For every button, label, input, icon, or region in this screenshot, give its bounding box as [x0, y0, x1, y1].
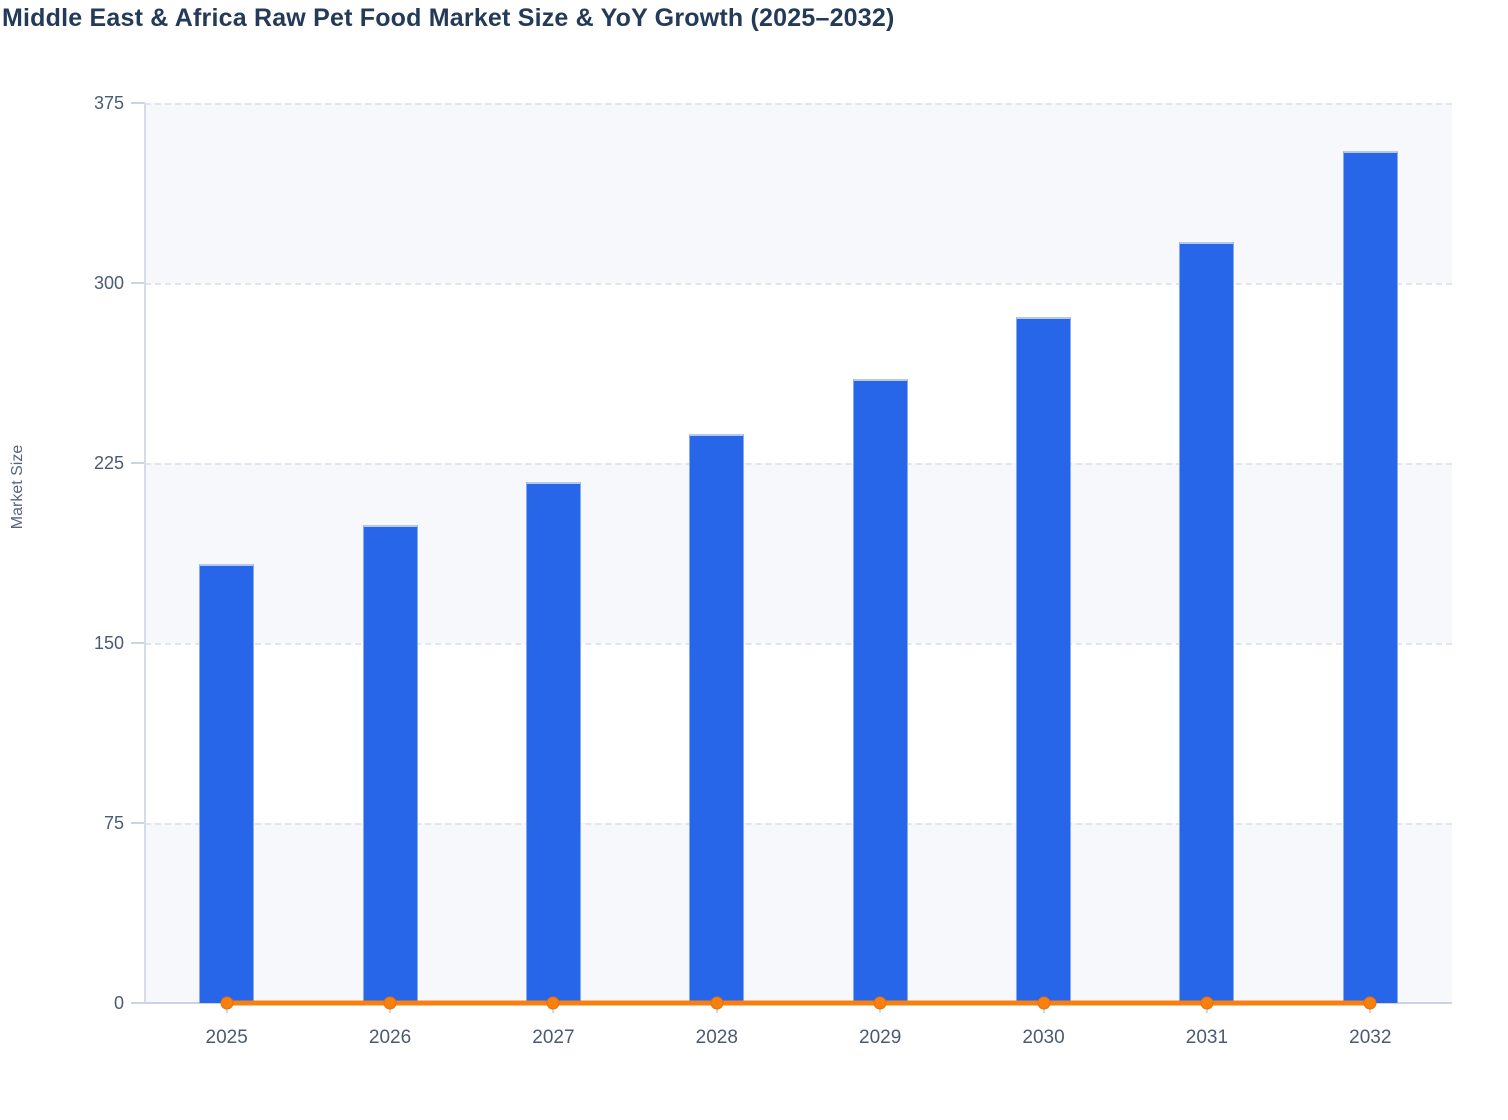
- plot-band: [145, 823, 1452, 1003]
- bar-2031[interactable]: [1179, 242, 1235, 1003]
- gridline: [145, 823, 1452, 825]
- x-axis-labels: 2025 2026 2027 2028 2029 2030 2031 2032: [145, 1028, 1452, 1047]
- x-axis-label-2025: 2025: [205, 1027, 248, 1048]
- x-axis-label-2030: 2030: [1022, 1027, 1065, 1048]
- yoy-marker-2029[interactable]: [873, 996, 887, 1010]
- y-tick-label: 300: [93, 273, 124, 293]
- x-axis-label-2026: 2026: [368, 1027, 412, 1048]
- yoy-marker-2031[interactable]: [1200, 996, 1214, 1010]
- bar-2027[interactable]: [525, 482, 581, 1003]
- yoy-marker-2032[interactable]: [1363, 996, 1377, 1010]
- bar-2025[interactable]: [199, 563, 255, 1003]
- x-axis-label-2027: 2027: [532, 1027, 575, 1048]
- bar-2030[interactable]: [1016, 316, 1072, 1003]
- y-axis-line: [144, 103, 146, 1003]
- y-tick-label: 375: [93, 93, 124, 113]
- yoy-growth-line[interactable]: [226, 1000, 1371, 1006]
- y-tick-label: 75: [103, 813, 124, 833]
- bar-2032[interactable]: [1342, 151, 1398, 1003]
- plot-area: 0 75 150 225 300 375 2025 2026 2027 2028 2029 2030…: [94, 94, 1452, 1047]
- bar-2028[interactable]: [689, 434, 745, 1003]
- yoy-marker-2028[interactable]: [710, 996, 724, 1010]
- yoy-marker-2030[interactable]: [1037, 996, 1051, 1010]
- y-tick-mark: [131, 282, 145, 284]
- y-tick-mark: [131, 462, 145, 464]
- x-axis-label-2029: 2029: [859, 1027, 902, 1048]
- plot-band: [145, 283, 1452, 463]
- y-tick-mark: [131, 642, 145, 644]
- plot-band: [145, 463, 1452, 643]
- bar-2026[interactable]: [362, 525, 418, 1003]
- yoy-marker-2027[interactable]: [546, 996, 560, 1010]
- y-axis-title: Market Size: [9, 444, 26, 530]
- gridline: [145, 103, 1452, 105]
- plot-band: [145, 103, 1452, 283]
- gridline: [145, 463, 1452, 465]
- x-axis-label-2028: 2028: [695, 1027, 738, 1048]
- y-tick-label: 150: [93, 633, 124, 653]
- yoy-marker-2026[interactable]: [383, 996, 397, 1010]
- y-tick-label: 225: [93, 453, 124, 473]
- gridline: [145, 283, 1452, 285]
- bar-2029[interactable]: [852, 379, 908, 1003]
- x-axis-label-2032: 2032: [1349, 1027, 1392, 1048]
- y-tick-mark: [131, 822, 145, 824]
- gridline: [145, 643, 1452, 645]
- y-tick-mark: [131, 102, 145, 104]
- chart-title: Middle East & Africa Raw Pet Food Market…: [2, 4, 895, 32]
- plot-band: [145, 643, 1452, 823]
- x-axis-label-2031: 2031: [1185, 1027, 1229, 1048]
- y-tick-label: 0: [113, 993, 124, 1013]
- y-tick-mark: [131, 1002, 145, 1004]
- yoy-marker-2025[interactable]: [220, 996, 234, 1010]
